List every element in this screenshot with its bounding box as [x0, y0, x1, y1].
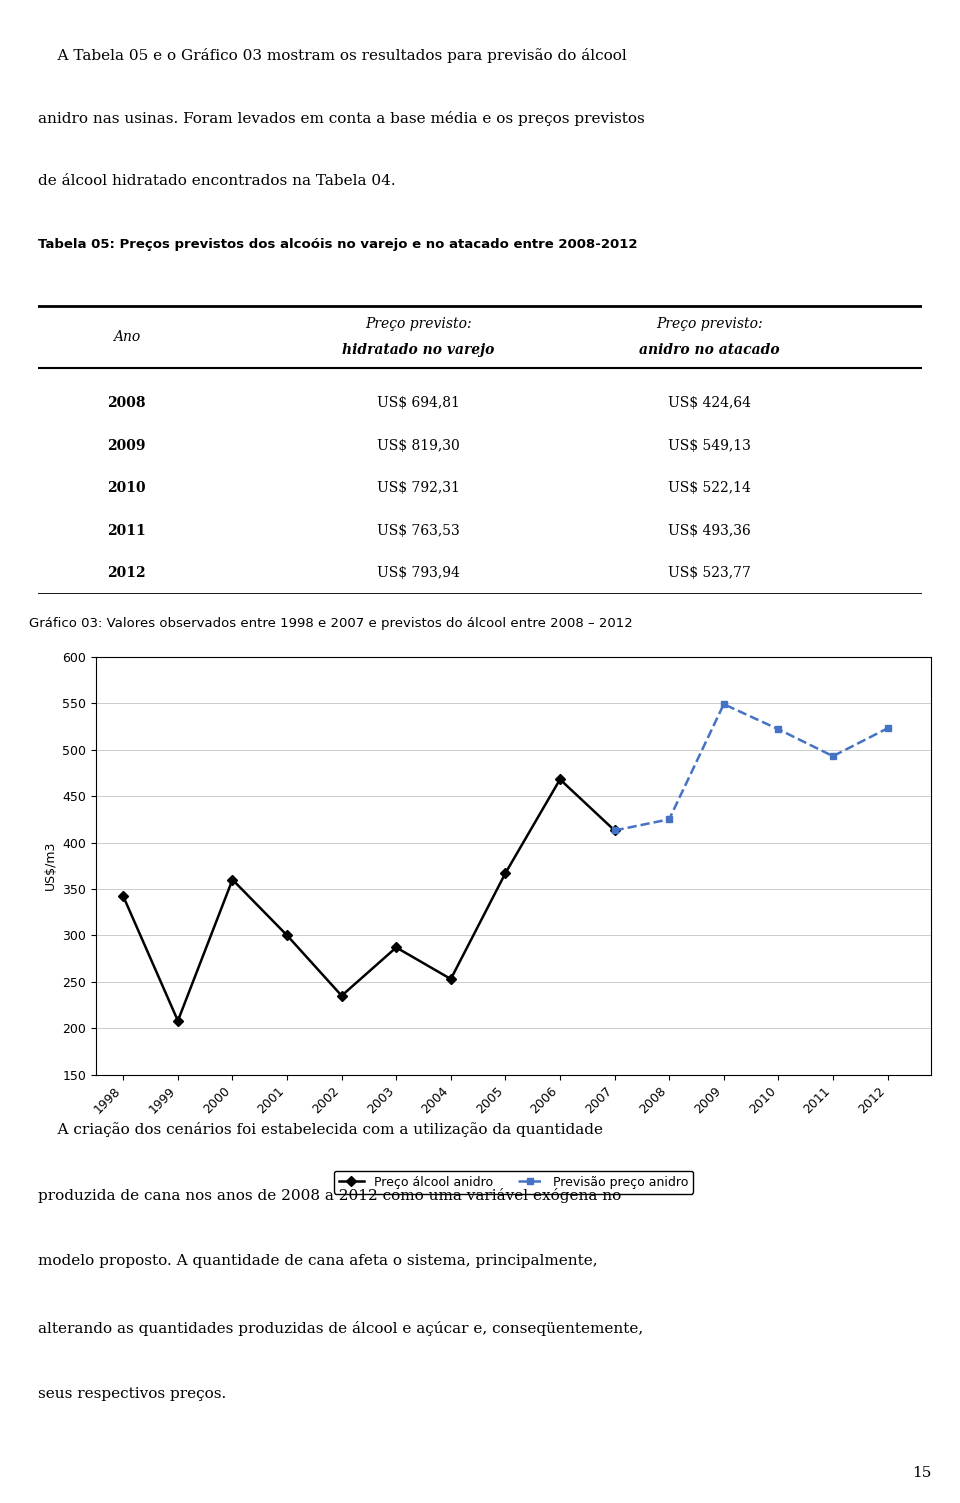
Text: 2011: 2011 [108, 523, 146, 538]
Text: US$ 549,13: US$ 549,13 [668, 439, 751, 452]
Text: Preço previsto:: Preço previsto: [657, 317, 763, 331]
Text: US$ 694,81: US$ 694,81 [376, 397, 460, 410]
Text: 2010: 2010 [108, 481, 146, 494]
Text: US$ 819,30: US$ 819,30 [377, 439, 460, 452]
Text: US$ 523,77: US$ 523,77 [668, 567, 751, 580]
Text: Preço previsto:: Preço previsto: [365, 317, 471, 331]
Text: 2009: 2009 [108, 439, 146, 452]
Text: hidratado no varejo: hidratado no varejo [342, 343, 494, 358]
Text: 2008: 2008 [108, 397, 146, 410]
Text: Gráfico 03: Valores observados entre 1998 e 2007 e previstos do álcool entre 200: Gráfico 03: Valores observados entre 199… [29, 618, 633, 630]
Text: de álcool hidratado encontrados na Tabela 04.: de álcool hidratado encontrados na Tabel… [38, 174, 396, 188]
Text: US$ 793,94: US$ 793,94 [376, 567, 460, 580]
Text: seus respectivos preços.: seus respectivos preços. [38, 1387, 227, 1401]
Text: anidro nas usinas. Foram levados em conta a base média e os preços previstos: anidro nas usinas. Foram levados em cont… [38, 111, 645, 126]
Text: A Tabela 05 e o Gráfico 03 mostram os resultados para previsão do álcool: A Tabela 05 e o Gráfico 03 mostram os re… [38, 48, 627, 63]
Text: US$ 493,36: US$ 493,36 [668, 523, 751, 538]
Text: 2012: 2012 [108, 567, 146, 580]
Text: anidro no atacado: anidro no atacado [639, 343, 780, 358]
Text: US$ 424,64: US$ 424,64 [668, 397, 751, 410]
Legend: Preço álcool anidro, Previsão preço anidro: Preço álcool anidro, Previsão preço anid… [334, 1171, 693, 1193]
Text: US$ 522,14: US$ 522,14 [668, 481, 751, 494]
Text: US$ 763,53: US$ 763,53 [377, 523, 460, 538]
Y-axis label: US$/m3: US$/m3 [44, 842, 57, 890]
Text: alterando as quantidades produzidas de álcool e açúcar e, conseqüentemente,: alterando as quantidades produzidas de á… [38, 1321, 643, 1336]
Text: Ano: Ano [113, 331, 140, 344]
Text: A criação dos cenários foi estabelecida com a utilização da quantidade: A criação dos cenários foi estabelecida … [38, 1123, 604, 1138]
Text: produzida de cana nos anos de 2008 a 2012 como uma variável exógena no: produzida de cana nos anos de 2008 a 201… [38, 1189, 622, 1204]
Text: modelo proposto. A quantidade de cana afeta o sistema, principalmente,: modelo proposto. A quantidade de cana af… [38, 1255, 598, 1269]
Text: 15: 15 [912, 1465, 931, 1480]
Text: Tabela 05: Preços previstos dos alcoóis no varejo e no atacado entre 2008-2012: Tabela 05: Preços previstos dos alcoóis … [38, 237, 637, 251]
Text: US$ 792,31: US$ 792,31 [376, 481, 460, 494]
